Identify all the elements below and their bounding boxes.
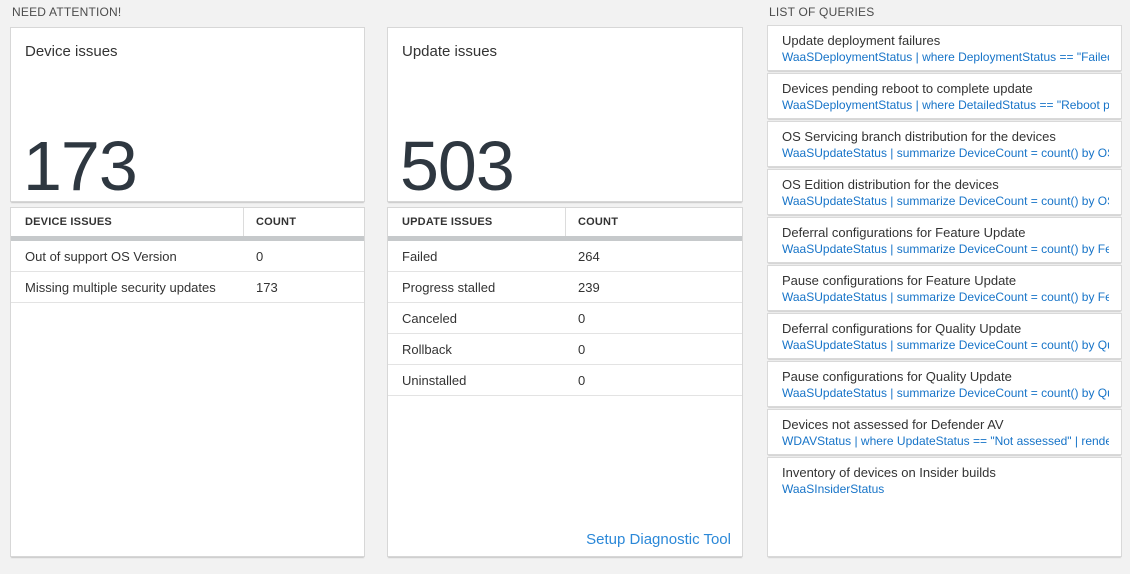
query-title: Inventory of devices on Insider builds xyxy=(782,465,996,480)
query-code-link[interactable]: WaaSUpdateStatus | summarize DeviceCount… xyxy=(782,146,1109,160)
query-title: Pause configurations for Quality Update xyxy=(782,369,1012,384)
need-attention-column-updates: Update issues 503 UPDATE ISSUES COUNT Fa… xyxy=(387,0,743,574)
row-count: 239 xyxy=(578,279,600,295)
row-count: 173 xyxy=(256,279,278,295)
query-list-item[interactable]: Inventory of devices on Insider builds Wa… xyxy=(767,457,1122,557)
table-row[interactable]: Rollback 0 xyxy=(388,334,742,365)
table-header-bar xyxy=(11,236,364,241)
device-issues-table-body: Out of support OS Version 0 Missing multip… xyxy=(11,241,364,303)
query-title: Devices not assessed for Defender AV xyxy=(782,417,1004,432)
query-title: Deferral configurations for Feature Upda… xyxy=(782,225,1026,240)
update-issues-table-header: UPDATE ISSUES COUNT xyxy=(388,208,742,236)
update-issues-table-body: Failed 264 Progress stalled 239 Canceled 0 Rol… xyxy=(388,241,742,396)
table-row[interactable]: Progress stalled 239 xyxy=(388,272,742,303)
column-header-count: COUNT xyxy=(578,216,619,228)
device-issues-table-header: DEVICE ISSUES COUNT xyxy=(11,208,364,236)
row-label: Out of support OS Version xyxy=(25,248,177,264)
query-list-item[interactable]: OS Edition distribution for the devices W… xyxy=(767,169,1122,215)
row-count: 0 xyxy=(256,248,264,264)
table-row[interactable]: Out of support OS Version 0 xyxy=(11,241,364,272)
query-code-link[interactable]: WaaSInsiderStatus xyxy=(782,482,885,496)
query-title: Update deployment failures xyxy=(782,33,941,48)
row-label: Progress stalled xyxy=(402,279,496,295)
query-list-item[interactable]: Update deployment failures WaaSDeployment… xyxy=(767,25,1122,71)
row-count: 0 xyxy=(578,310,586,326)
row-label: Rollback xyxy=(402,341,452,357)
query-title: Deferral configurations for Quality Upda… xyxy=(782,321,1022,336)
device-issues-card[interactable]: Device issues 173 xyxy=(10,27,365,202)
query-title: Pause configurations for Feature Update xyxy=(782,273,1017,288)
query-code-link[interactable]: WDAVStatus | where UpdateStatus == "Not … xyxy=(782,434,1109,448)
row-count: 0 xyxy=(578,372,586,388)
query-list-item[interactable]: Pause configurations for Feature Update W… xyxy=(767,265,1122,311)
device-issues-card-title: Device issues xyxy=(25,43,118,60)
table-row[interactable]: Canceled 0 xyxy=(388,303,742,334)
update-issues-count: 503 xyxy=(400,127,515,205)
query-list-item[interactable]: Devices pending reboot to complete updat… xyxy=(767,73,1122,119)
query-list-item[interactable]: Deferral configurations for Quality Upda… xyxy=(767,313,1122,359)
table-header-bar xyxy=(388,236,742,241)
query-code-link[interactable]: WaaSDeploymentStatus | where DetailedSta… xyxy=(782,98,1109,112)
query-code-link[interactable]: WaaSUpdateStatus | summarize DeviceCount… xyxy=(782,194,1109,208)
query-code-link[interactable]: WaaSUpdateStatus | summarize DeviceCount… xyxy=(782,386,1109,400)
update-issues-card-title: Update issues xyxy=(402,43,498,60)
row-label: Missing multiple security updates xyxy=(25,279,216,295)
query-code-link[interactable]: WaaSUpdateStatus | summarize DeviceCount… xyxy=(782,290,1109,304)
table-row[interactable]: Failed 264 xyxy=(388,241,742,272)
query-code-link[interactable]: WaaSUpdateStatus | summarize DeviceCount… xyxy=(782,242,1109,256)
query-title: OS Servicing branch distribution for the… xyxy=(782,129,1056,144)
query-list-item[interactable]: Devices not assessed for Defender AV WDAV… xyxy=(767,409,1122,455)
query-code-link[interactable]: WaaSUpdateStatus | summarize DeviceCount… xyxy=(782,338,1109,352)
update-issues-table: UPDATE ISSUES COUNT Failed 264 Progress st… xyxy=(387,207,743,557)
query-list-item[interactable]: OS Servicing branch distribution for the… xyxy=(767,121,1122,167)
query-list: Update deployment failures WaaSDeployment… xyxy=(767,25,1122,557)
update-issues-card[interactable]: Update issues 503 xyxy=(387,27,743,202)
row-label: Uninstalled xyxy=(402,372,467,388)
column-header-update-issues: UPDATE ISSUES xyxy=(388,208,566,236)
column-header-device-issues: DEVICE ISSUES xyxy=(11,208,244,236)
row-label: Canceled xyxy=(402,310,457,326)
row-count: 0 xyxy=(578,341,586,357)
section-title-list-of-queries: LIST OF QUERIES xyxy=(769,5,875,19)
list-of-queries-panel: LIST OF QUERIES Update deployment failur… xyxy=(767,0,1122,574)
need-attention-column-devices: NEED ATTENTION! Device issues 173 DEVICE… xyxy=(10,0,365,574)
query-list-item[interactable]: Deferral configurations for Feature Upda… xyxy=(767,217,1122,263)
device-issues-count: 173 xyxy=(23,127,138,205)
query-title: Devices pending reboot to complete updat… xyxy=(782,81,1033,96)
device-issues-table: DEVICE ISSUES COUNT Out of support OS Ve… xyxy=(10,207,365,557)
section-title-need-attention: NEED ATTENTION! xyxy=(12,5,122,19)
setup-diagnostic-tool-link[interactable]: Setup Diagnostic Tool xyxy=(586,531,731,548)
row-count: 264 xyxy=(578,248,600,264)
query-title: OS Edition distribution for the devices xyxy=(782,177,999,192)
row-label: Failed xyxy=(402,248,438,264)
query-code-link[interactable]: WaaSDeploymentStatus | where DeploymentS… xyxy=(782,50,1109,64)
column-header-count: COUNT xyxy=(256,216,297,228)
query-list-item[interactable]: Pause configurations for Quality Update W… xyxy=(767,361,1122,407)
table-row[interactable]: Missing multiple security updates 173 xyxy=(11,272,364,303)
table-row[interactable]: Uninstalled 0 xyxy=(388,365,742,396)
